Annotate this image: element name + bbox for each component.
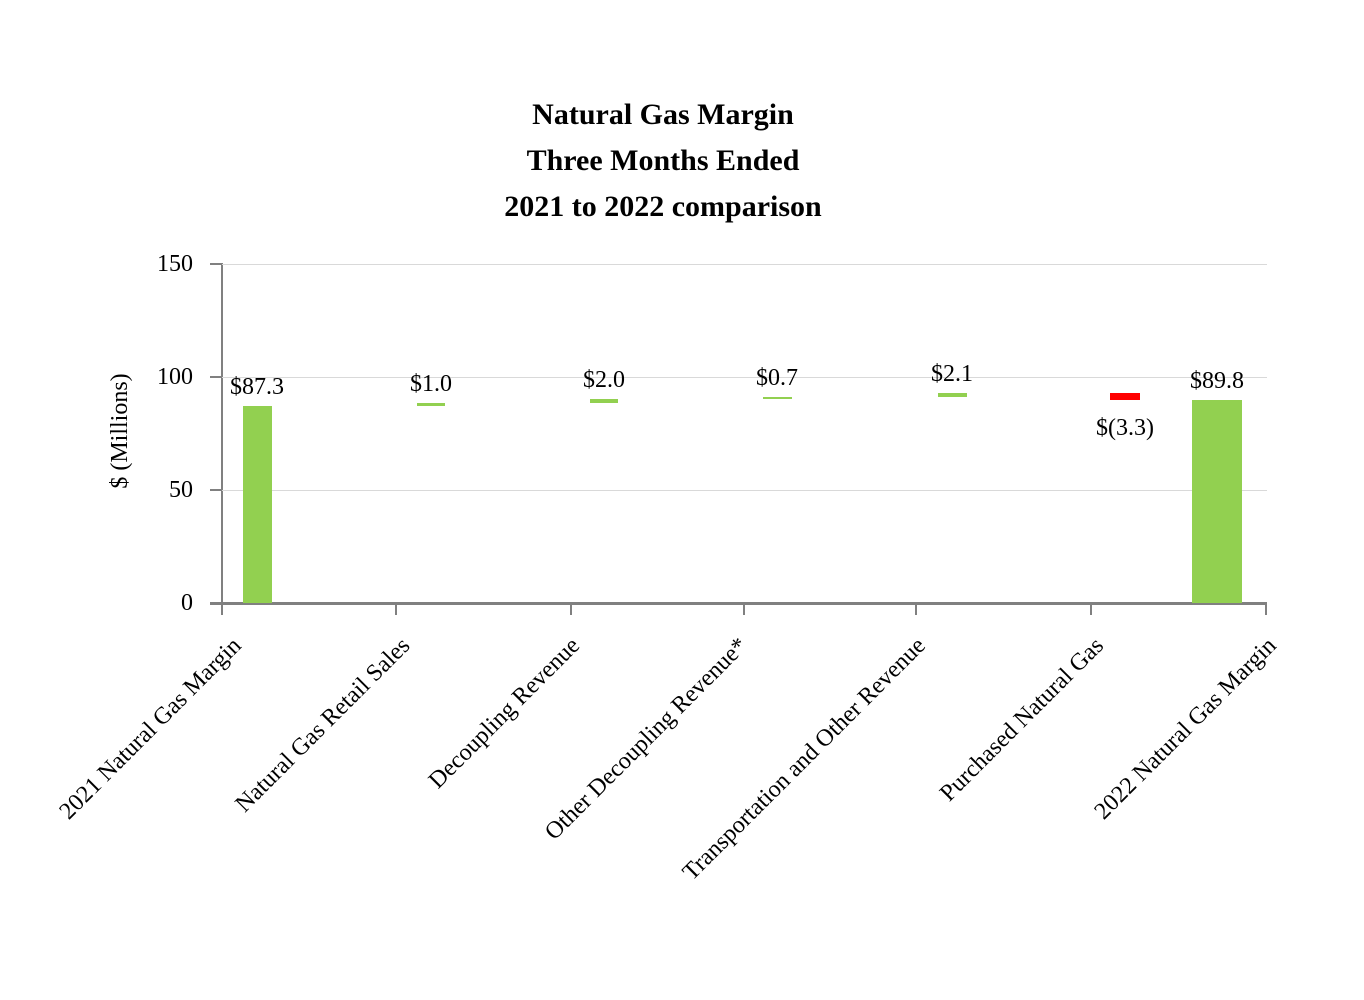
y-axis-tick-50	[210, 489, 222, 491]
x-category-label-1: Natural Gas Retail Sales	[230, 632, 416, 818]
x-axis-line	[210, 602, 1267, 605]
bar-value-label-2: $2.0	[583, 366, 625, 393]
bar-increase-2	[590, 398, 618, 404]
bar-value-label-0: $87.3	[230, 373, 284, 400]
chart-title-line-2: Three Months Ended	[526, 144, 800, 177]
y-axis-line	[221, 263, 223, 615]
x-axis-category-tick-2	[743, 605, 745, 615]
x-axis-category-tick-3	[915, 605, 917, 615]
x-category-label-5: Purchased Natural Gas	[935, 632, 1110, 807]
y-axis-tick-150	[210, 263, 222, 265]
bar-increase-6	[1192, 400, 1242, 603]
x-category-label-0: 2021 Natural Gas Margin	[55, 632, 248, 825]
bar-increase-1	[417, 403, 445, 406]
y-tick-label-150: 150	[157, 251, 193, 277]
x-axis-category-tick-1	[570, 605, 572, 615]
bar-increase-0	[242, 405, 272, 603]
x-axis-category-tick-4	[1090, 605, 1092, 615]
bar-increase-3	[762, 397, 792, 400]
y-axis-tick-100	[210, 376, 222, 378]
x-axis-right-end-tick	[1265, 602, 1267, 615]
bar-value-label-1: $1.0	[410, 371, 452, 398]
bar-value-label-4: $2.1	[931, 360, 973, 387]
chart-title-line-3: 2021 to 2022 comparison	[504, 190, 822, 223]
chart-title: Natural Gas Margin Three Months Ended 20…	[0, 92, 1326, 230]
gridline-100	[222, 376, 1267, 378]
bar-decrease-5	[1110, 392, 1140, 401]
y-tick-label-100: 100	[157, 364, 193, 390]
bar-increase-4	[937, 392, 967, 398]
x-axis-category-tick-0	[395, 605, 397, 615]
y-tick-label-50: 50	[169, 477, 193, 503]
bar-value-label-6: $89.8	[1190, 368, 1244, 395]
gridline-150	[222, 263, 1267, 265]
chart-title-line-1: Natural Gas Margin	[532, 98, 794, 131]
x-category-label-6: 2022 Natural Gas Margin	[1090, 632, 1283, 825]
x-category-label-2: Decoupling Revenue	[423, 632, 586, 794]
y-tick-label-0: 0	[181, 590, 193, 616]
bar-value-label-5: $(3.3)	[1096, 415, 1154, 442]
bar-value-label-3: $0.7	[756, 365, 798, 392]
gridline-50	[222, 489, 1267, 491]
